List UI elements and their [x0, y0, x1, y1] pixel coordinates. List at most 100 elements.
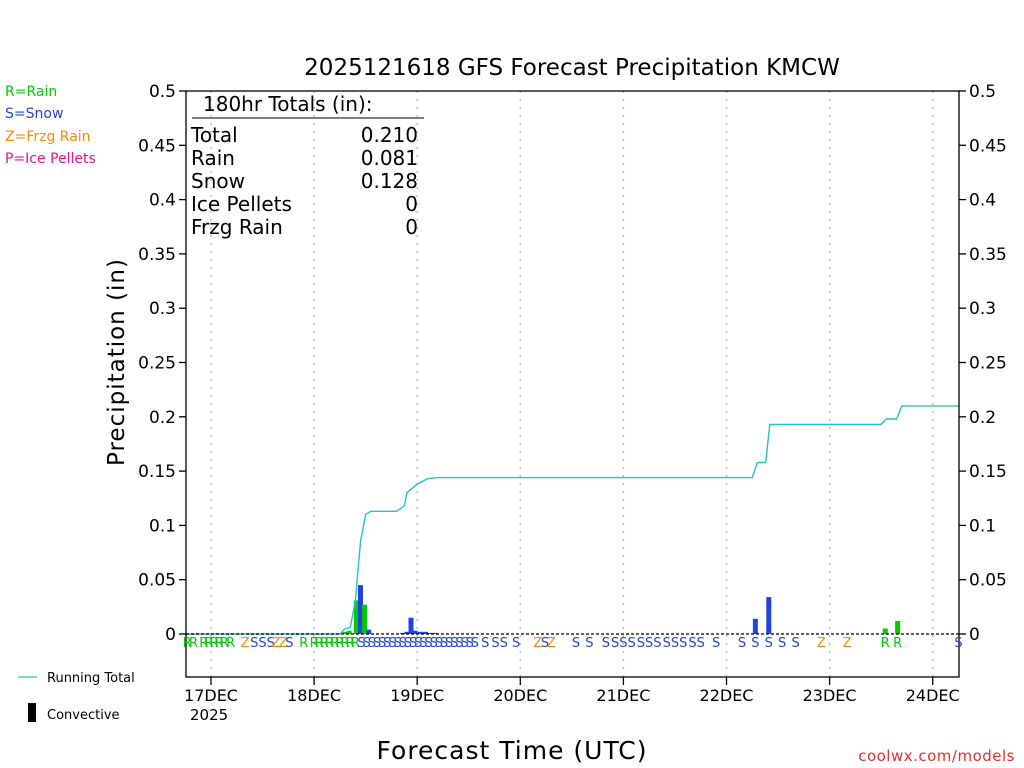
plot-frame	[185, 90, 960, 678]
totals-label-total: Total	[190, 123, 238, 147]
y-tick-label-left: 0.25	[138, 354, 176, 374]
precip-bar-snow	[766, 597, 772, 634]
precip-type-marker: S	[663, 636, 671, 651]
y-tick-label-left: 0.2	[149, 408, 176, 428]
y-tick-label-left: 0.15	[138, 462, 176, 482]
running-total-series	[185, 405, 959, 635]
precip-type-marker: S	[404, 636, 412, 651]
chart-title: 2025121618 GFS Forecast Precipitation KM…	[304, 55, 840, 81]
precip-bar-rain	[342, 631, 348, 634]
precip-type-marker: S	[455, 636, 463, 651]
year-label: 2025	[190, 706, 228, 724]
precip-bar-snow	[366, 629, 372, 634]
precip-type-marker: S	[378, 636, 386, 651]
precip-type-marker: S	[765, 636, 773, 651]
precip-type-marker: S	[751, 636, 759, 651]
precip-type-marker: S	[450, 636, 458, 651]
precip-type-marker: S	[430, 636, 438, 651]
precip-bar-rain	[353, 600, 359, 634]
precip-type-marker: R	[310, 636, 319, 651]
precip-type-marker: S	[368, 636, 376, 651]
x-tick-label: 18DEC	[287, 686, 341, 705]
x-tick-label: 20DEC	[493, 686, 547, 705]
precip-bar-snow	[432, 632, 438, 634]
precip-bar-rain	[362, 604, 368, 634]
precip-type-marker: S	[393, 636, 401, 651]
precip-bar-snow	[408, 617, 414, 634]
precip-type-marker: R	[215, 636, 224, 651]
y-tick-label-left: 0	[165, 625, 176, 645]
convective-legend: Convective	[47, 708, 120, 723]
precip-type-marker: S	[267, 636, 275, 651]
totals-header: 180hr Totals (in):	[203, 92, 373, 116]
precip-type-marker: S	[653, 636, 661, 651]
y-tick-label-right: 0.1	[969, 516, 996, 536]
precip-type-marker: Z	[533, 636, 542, 651]
totals-label-ice-pellets: Ice Pellets	[191, 192, 292, 216]
precip-type-marker: S	[481, 636, 489, 651]
totals-label-rain: Rain	[191, 146, 235, 170]
precip-type-marker: S	[645, 636, 653, 651]
type-legend: R=Rain S=Snow Z=Frzg Rain P=Ice Pellets	[5, 84, 96, 167]
precip-type-marker: R	[320, 636, 329, 651]
y-tick-label-right: 0.5	[969, 82, 996, 102]
y-tick-label-left: 0.1	[149, 516, 176, 536]
precip-type-marker: Z	[241, 636, 250, 651]
precip-type-marker: S	[628, 636, 636, 651]
totals-value-snow: 0.128	[361, 169, 418, 193]
precip-type-marker: R	[325, 636, 334, 651]
precip-type-marker: S	[250, 636, 258, 651]
precip-bar-snow	[412, 630, 418, 634]
precip-type-marker: R	[220, 636, 229, 651]
x-tick-label: 24DEC	[906, 686, 960, 705]
precip-type-marker: R	[341, 636, 350, 651]
y-tick-label-right: 0.2	[969, 408, 996, 428]
convective-swatch	[28, 703, 36, 722]
totals-value-total: 0.210	[361, 123, 418, 147]
totals-label-frzg-rain: Frzg Rain	[191, 215, 283, 239]
precip-type-marker: R	[351, 636, 360, 651]
precip-type-marker: S	[258, 636, 266, 651]
precip-type-marker: Z	[843, 636, 852, 651]
precip-type-marker: S	[388, 636, 396, 651]
precip-bar-rain	[882, 628, 888, 634]
precip-type-marker: S	[471, 636, 479, 651]
series-legend: Running Total Convective	[18, 671, 135, 723]
y-tick-label-left: 0.5	[149, 82, 176, 102]
precip-type-marker: S	[585, 636, 593, 651]
y-tick-label-left: 0.05	[138, 571, 176, 591]
running-total-legend: Running Total	[47, 671, 135, 686]
precip-type-marker: S	[954, 636, 962, 651]
precip-type-marker: S	[500, 636, 508, 651]
precip-type-marker: S	[363, 636, 371, 651]
precip-type-marker: S	[611, 636, 619, 651]
precipitation-bars	[342, 585, 901, 634]
y-tick-label-left: 0.35	[138, 245, 176, 265]
y-tick-label-right: 0.4	[969, 191, 996, 211]
y-tick-label-right: 0.3	[969, 299, 996, 319]
totals-value-rain: 0.081	[361, 146, 418, 170]
totals-value-frzg-rain: 0	[405, 215, 418, 239]
precip-type-marker: S	[512, 636, 520, 651]
precip-type-marker: S	[399, 636, 407, 651]
precip-type-marker: R	[204, 636, 213, 651]
x-axis-label: Forecast Time (UTC)	[377, 736, 648, 765]
precip-type-marker: S	[424, 636, 432, 651]
x-tick-label: 22DEC	[700, 686, 754, 705]
y-tick-label-right: 0.45	[969, 136, 1007, 156]
precip-type-marker: R	[226, 636, 235, 651]
precip-type-marker: S	[435, 636, 443, 651]
precip-type-marker: R	[183, 636, 192, 651]
precip-type-marker: R	[346, 636, 355, 651]
precip-type-marker: R	[330, 636, 339, 651]
precip-type-marker: R	[210, 636, 219, 651]
running-total-line	[185, 405, 959, 635]
precip-type-marker: S	[383, 636, 391, 651]
precip-type-marker: Z	[547, 636, 556, 651]
precip-type-marker: S	[491, 636, 499, 651]
y-tick-label-right: 0.05	[969, 571, 1007, 591]
precip-type-marker: S	[419, 636, 427, 651]
precip-type-marker: S	[688, 636, 696, 651]
